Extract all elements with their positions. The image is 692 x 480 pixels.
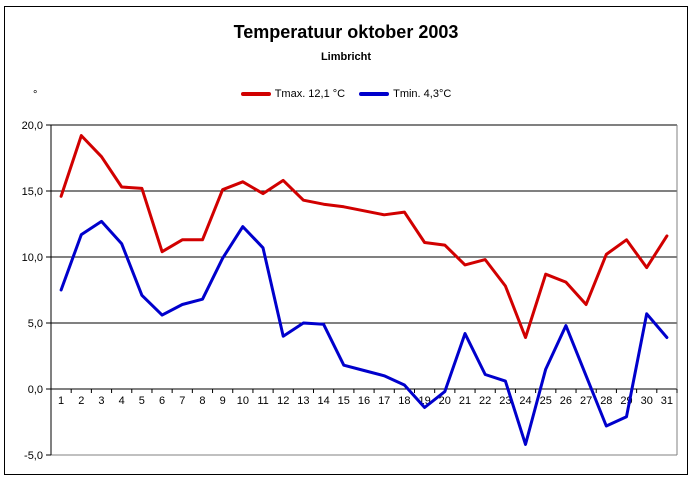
chart-title: Temperatuur oktober 2003: [233, 22, 459, 42]
y-tick-label: 0,0: [28, 384, 43, 396]
y-tick-label: 15,0: [22, 186, 43, 198]
x-tick-label: 18: [398, 395, 410, 407]
x-tick-label: 2: [78, 395, 84, 407]
tmax-line-swatch: [240, 92, 271, 96]
y-tick-label: 5,0: [28, 318, 43, 330]
x-tick-label: 31: [661, 395, 673, 407]
x-tick-label: 11: [257, 395, 268, 407]
legend-label-tmin: Tmin. 4,3°C: [393, 88, 452, 100]
x-tick-label: 10: [237, 395, 249, 407]
x-tick-label: 28: [600, 395, 612, 407]
chart-subtitle: Limbricht: [320, 51, 372, 63]
x-tick-label: 13: [297, 395, 309, 407]
x-tick-label: 8: [199, 395, 205, 407]
x-tick-label: 4: [119, 395, 125, 407]
x-tick-label: 7: [179, 395, 185, 407]
x-tick-label: 5: [139, 395, 145, 407]
x-tick-label: 15: [338, 395, 350, 407]
tmin-line-swatch: [359, 92, 390, 96]
x-tick-label: 27: [580, 395, 592, 407]
x-tick-label: 23: [499, 395, 511, 407]
x-tick-label: 3: [98, 395, 104, 407]
x-tick-label: 14: [317, 395, 329, 407]
y-tick-label: -5,0: [24, 450, 43, 462]
legend-label-tmax: Tmax. 12,1 °C: [274, 88, 346, 100]
x-tick-label: 20: [439, 395, 451, 407]
x-tick-label: 26: [560, 395, 572, 407]
x-tick-label: 6: [159, 395, 165, 407]
x-tick-label: 22: [479, 395, 491, 407]
legend-item-tmax: Tmax. 12,1 °C: [240, 88, 346, 100]
x-tick-label: 30: [641, 395, 653, 407]
legend: Tmax. 12,1 °C Tmin. 4,3°C: [0, 88, 692, 100]
x-tick-label: 24: [519, 395, 531, 407]
x-tick-label: 1: [58, 395, 64, 407]
legend-item-tmin: Tmin. 4,3°C: [359, 88, 451, 100]
y-tick-label: 10,0: [22, 252, 43, 264]
x-tick-label: 25: [540, 395, 552, 407]
chart-outer-border: [4, 6, 688, 475]
x-tick-label: 12: [277, 395, 289, 407]
x-tick-label: 9: [220, 395, 226, 407]
y-axis-unit-symbol: °: [33, 89, 38, 101]
series-line-tmin: [59, 219, 669, 446]
x-tick-label: 16: [358, 395, 370, 407]
series-line-tmax: [59, 134, 669, 339]
x-tick-label: 21: [459, 395, 471, 407]
x-tick-label: 17: [378, 395, 390, 407]
y-tick-label: 20,0: [22, 120, 43, 132]
